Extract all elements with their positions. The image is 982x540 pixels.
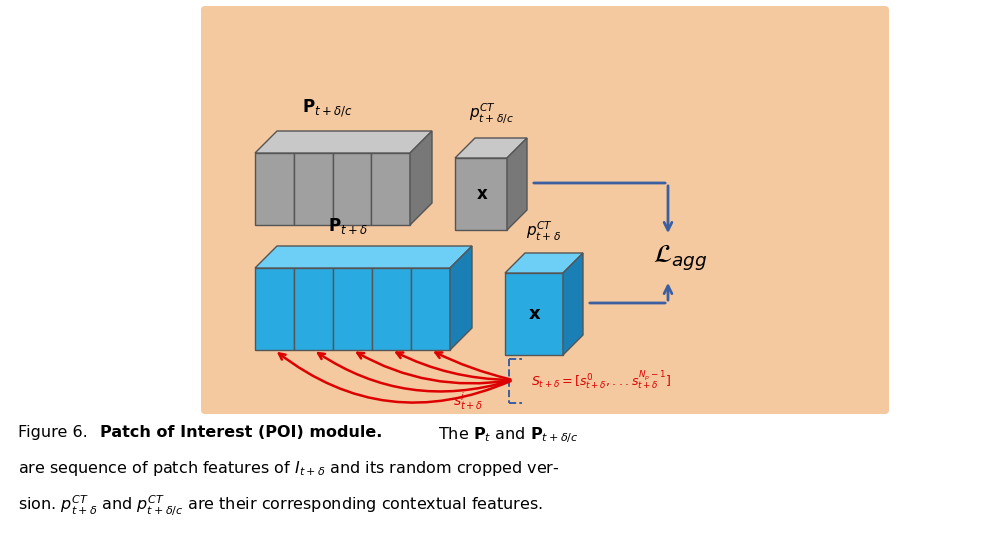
Polygon shape (507, 138, 527, 230)
Polygon shape (450, 246, 472, 350)
Polygon shape (505, 273, 563, 355)
Text: $p^{CT}_{t+\delta}$: $p^{CT}_{t+\delta}$ (526, 220, 562, 243)
Text: x: x (529, 305, 541, 323)
Polygon shape (255, 153, 294, 225)
Text: $\mathbf{P}_{t+\delta/c}$: $\mathbf{P}_{t+\delta/c}$ (302, 97, 353, 119)
Text: The $\mathbf{P}_t$ and $\mathbf{P}_{t+\delta/c}$: The $\mathbf{P}_t$ and $\mathbf{P}_{t+\d… (428, 425, 578, 445)
Polygon shape (294, 268, 333, 350)
Text: $S_{t+\delta}=[s^0_{t+\delta},...s^{N_p-1}_{t+\delta}]$: $S_{t+\delta}=[s^0_{t+\delta},...s^{N_p-… (531, 370, 672, 392)
Text: sion. $p^{CT}_{t+\delta}$ and $p^{CT}_{t+\delta/c}$ are their corresponding cont: sion. $p^{CT}_{t+\delta}$ and $p^{CT}_{t… (18, 493, 543, 517)
Text: $\mathbf{P}_{t+\delta}$: $\mathbf{P}_{t+\delta}$ (328, 216, 367, 236)
Text: are sequence of patch features of $I_{t+\delta}$ and its random cropped ver-: are sequence of patch features of $I_{t+… (18, 459, 560, 478)
Text: Patch of Interest (POI) module.: Patch of Interest (POI) module. (100, 425, 382, 440)
Polygon shape (255, 246, 472, 268)
Polygon shape (372, 268, 411, 350)
Polygon shape (411, 268, 450, 350)
Text: Figure 6.: Figure 6. (18, 425, 98, 440)
FancyBboxPatch shape (201, 6, 889, 414)
Polygon shape (563, 253, 583, 355)
Polygon shape (255, 268, 294, 350)
Polygon shape (455, 138, 527, 158)
Polygon shape (371, 153, 410, 225)
Polygon shape (255, 131, 432, 153)
Text: x: x (476, 185, 487, 203)
Polygon shape (333, 268, 372, 350)
Text: $\mathcal{L}_{agg}$: $\mathcal{L}_{agg}$ (653, 243, 707, 273)
Polygon shape (333, 153, 371, 225)
Polygon shape (505, 253, 583, 273)
Polygon shape (294, 153, 333, 225)
Text: $p^{CT}_{t+\delta/c}$: $p^{CT}_{t+\delta/c}$ (468, 102, 514, 126)
Text: $s^i_{t+\delta}$: $s^i_{t+\delta}$ (453, 390, 483, 412)
Polygon shape (410, 131, 432, 225)
Polygon shape (455, 158, 507, 230)
